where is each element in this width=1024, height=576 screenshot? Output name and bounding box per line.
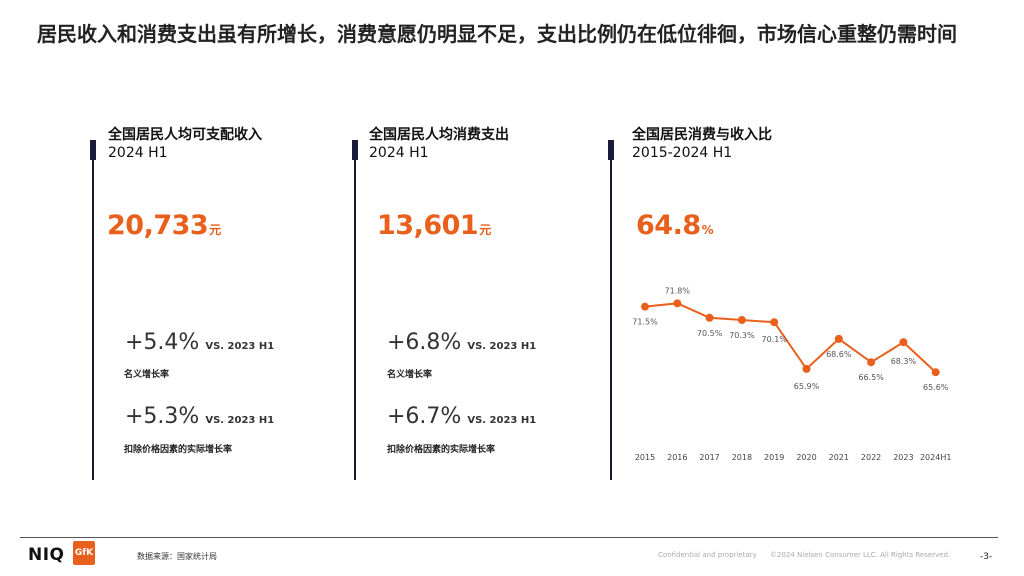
footer-divider	[20, 537, 998, 538]
x-tick-label-2015: 2015	[635, 453, 655, 462]
ratio-value: 64.8%	[636, 210, 714, 241]
x-tick-label-2021: 2021	[829, 453, 849, 462]
income-growth-real: +5.3% VS. 2023 H1	[125, 404, 274, 429]
spending-growth-nominal-value: +6.8%	[387, 330, 462, 355]
data-label-2018: 70.3%	[729, 331, 755, 340]
data-label-2017: 70.5%	[697, 329, 723, 338]
ratio-title-line1: 全国居民消费与收入比	[632, 127, 772, 143]
income-value-number: 20,733	[107, 210, 209, 241]
income-growth-nominal-value: +5.4%	[125, 330, 200, 355]
confidential-note: Confidential and proprietary	[658, 551, 757, 559]
data-label-2023: 68.3%	[891, 357, 917, 366]
data-point-2023	[899, 338, 908, 347]
income-growth-real-note: 扣除价格因素的实际增长率	[124, 445, 233, 455]
column-divider	[354, 140, 356, 480]
spending-value-number: 13,601	[377, 210, 479, 241]
spending-growth-real-note: 扣除价格因素的实际增长率	[387, 445, 496, 455]
spending-value: 13,601元	[377, 210, 491, 241]
ratio-title-line2: 2015-2024 H1	[632, 145, 733, 161]
x-tick-label-2017: 2017	[699, 453, 719, 462]
column-marker	[90, 140, 96, 160]
column-divider	[92, 140, 94, 480]
x-tick-label-2023: 2023	[893, 453, 913, 462]
x-tick-label-2024H1: 2024H1	[920, 453, 951, 462]
data-label-2020: 65.9%	[794, 382, 820, 391]
income-growth-nominal-vs: VS. 2023 H1	[205, 341, 275, 352]
ratio-value-unit: %	[701, 223, 714, 237]
spending-value-unit: 元	[479, 223, 491, 237]
page-title: 居民收入和消费支出虽有所增长，消费意愿仍明显不足，支出比例仍在低位徘徊，市场信心…	[37, 22, 957, 46]
income-growth-nominal: +5.4% VS. 2023 H1	[125, 330, 274, 355]
data-label-2021: 68.6%	[826, 350, 852, 359]
niq-logo: NIQ	[28, 545, 65, 565]
data-point-2022	[867, 358, 876, 367]
spending-title: 全国居民人均消费支出 2024 H1	[369, 126, 509, 162]
income-value-unit: 元	[209, 223, 221, 237]
income-growth-real-vs: VS. 2023 H1	[205, 415, 275, 426]
column-marker	[352, 140, 358, 160]
income-title: 全国居民人均可支配收入 2024 H1	[108, 126, 262, 162]
copyright-note: ©2024 Nielsen Consumer LLC. All Rights R…	[770, 551, 951, 559]
data-label-2022: 66.5%	[858, 373, 884, 382]
ratio-title: 全国居民消费与收入比 2015-2024 H1	[632, 126, 772, 162]
x-tick-label-2020: 2020	[796, 453, 816, 462]
data-label-2015: 71.5%	[632, 318, 658, 327]
page-number: -3-	[980, 552, 993, 562]
spending-growth-real: +6.7% VS. 2023 H1	[387, 404, 536, 429]
x-tick-label-2022: 2022	[861, 453, 881, 462]
spending-growth-nominal: +6.8% VS. 2023 H1	[387, 330, 536, 355]
gfk-logo: GfK	[73, 541, 95, 565]
data-point-2017	[705, 313, 714, 322]
income-title-line2: 2024 H1	[108, 145, 168, 161]
column-marker	[608, 140, 614, 160]
data-point-2020	[802, 364, 811, 373]
spending-title-line2: 2024 H1	[369, 145, 429, 161]
income-value: 20,733元	[107, 210, 221, 241]
data-point-2015	[641, 302, 649, 311]
income-growth-nominal-note: 名义增长率	[124, 370, 170, 380]
data-point-2021	[834, 334, 843, 343]
x-tick-label-2016: 2016	[667, 453, 687, 462]
spending-growth-real-vs: VS. 2023 H1	[467, 415, 537, 426]
data-point-2024H1	[931, 368, 940, 377]
spending-title-line1: 全国居民人均消费支出	[369, 127, 509, 143]
data-point-2019	[770, 318, 779, 327]
ratio-line-chart: 71.5% 2015 71.8% 2016 70.5% 2017 70.3% 2018 70.1…	[632, 286, 951, 462]
income-growth-real-value: +5.3%	[125, 404, 200, 429]
x-tick-label-2018: 2018	[732, 453, 752, 462]
series-line	[644, 302, 937, 373]
data-label-2024H1: 65.6%	[923, 383, 949, 392]
spending-growth-nominal-note: 名义增长率	[387, 370, 433, 380]
income-title-line1: 全国居民人均可支配收入	[108, 127, 262, 143]
data-source: 数据来源：国家统计局	[137, 552, 217, 561]
data-label-2016: 71.8%	[665, 286, 691, 295]
data-point-2018	[737, 316, 746, 324]
spending-growth-nominal-vs: VS. 2023 H1	[467, 341, 537, 352]
column-divider	[610, 140, 612, 480]
x-tick-label-2019: 2019	[764, 453, 784, 462]
spending-growth-real-value: +6.7%	[387, 404, 462, 429]
data-point-2016	[673, 299, 682, 308]
data-label-2019: 70.1%	[761, 335, 787, 344]
ratio-value-number: 64.8	[636, 210, 701, 241]
